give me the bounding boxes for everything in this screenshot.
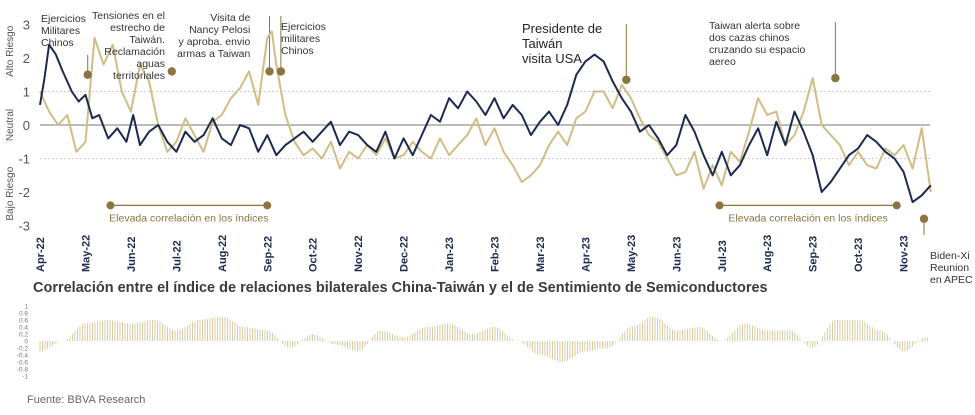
series-bilateral-relations (39, 43, 932, 204)
main-y-axis-labels: Alto Riesgo Neutral Bajo Riesgo (5, 25, 16, 220)
y-label-neutral: Neutral (5, 109, 16, 141)
correlation-range-markers: Elevada correlación en los índices Elevad… (106, 201, 901, 224)
main-x-axis-ticks: Apr-22 May-22 Jun-22 Jul-22 Aug-22 Sep-22 Oct-… (35, 235, 911, 272)
x-tick-label: Jan-23 (444, 237, 456, 272)
main-y-tick-label: 0 (23, 118, 30, 133)
correlation-y-tick-label: -0.8 (17, 367, 29, 374)
annotation-label: Presidente de Taiwán visita USA (522, 21, 603, 66)
annotation-label: Ejercicios militares Chinos (281, 21, 326, 57)
x-tick-label: Aug-23 (762, 235, 774, 272)
correlation-range-start-dot (715, 201, 724, 210)
annotation-label: Biden-Xi Reunion en APEC (930, 250, 973, 286)
annotation-label: Visita de Nancy Pelosi y aproba. envio a… (177, 12, 251, 60)
x-tick-label: Nov-23 (899, 235, 911, 272)
main-y-tick-label: -1 (18, 152, 30, 167)
main-y-tick-label: 1 (23, 85, 30, 100)
correlation-y-tick-label: 0.6 (19, 318, 28, 325)
annotation-label: Taiwan alerta sobre dos cazas chinos cru… (709, 20, 806, 68)
annotation-label: Tensiones en el estrecho de Taiwán. Recl… (92, 10, 165, 82)
main-y-axis-ticks: 3 2 1 0 -1 -2 -3 (18, 18, 30, 234)
annotation-marker-dot (265, 67, 274, 76)
correlation-y-tick-label: 1 (24, 304, 28, 311)
annotation-marker-dot (831, 73, 840, 83)
correlation-y-tick-label: 0 (24, 339, 28, 346)
annotation-marker-dot (276, 67, 286, 76)
bilateral-relations-line (39, 43, 932, 204)
y-label-high-risk: Alto Riesgo (5, 25, 16, 77)
correlation-y-tick-label: 0.4 (19, 325, 28, 332)
x-tick-label: Jun-22 (126, 237, 138, 272)
main-y-tick-label: 2 (23, 51, 30, 66)
correlation-y-axis-ticks: 10.80.60.40.20-0.2-0.4-0.6-0.8-1 (17, 304, 29, 381)
annotation-marker-dot (622, 75, 631, 84)
x-tick-label: Mar-23 (535, 237, 547, 272)
annotation-marker-dot (83, 70, 92, 79)
main-y-tick-label: 3 (23, 18, 30, 33)
x-tick-label: Sep-23 (808, 236, 820, 272)
correlation-y-tick-label: -0.6 (17, 360, 29, 367)
x-tick-label: Jul-22 (171, 240, 183, 272)
x-tick-label: May-22 (80, 235, 92, 272)
correlation-y-tick-label: 0.2 (19, 332, 28, 339)
x-tick-label: Oct-22 (308, 238, 320, 272)
correlation-chart-title: Correlación entre el índice de relacione… (33, 280, 768, 296)
annotation-label: Ejercicios Militares Chinos (41, 13, 86, 49)
x-tick-label: May-23 (626, 235, 638, 272)
correlation-y-tick-label: -1 (22, 374, 28, 381)
semiconductor-sentiment-line (39, 30, 932, 193)
x-tick-label: Aug-22 (217, 235, 229, 272)
correlation-range-end-dot (263, 201, 272, 210)
correlation-y-tick-label: -0.4 (17, 353, 29, 360)
correlation-range-start-dot (106, 201, 115, 210)
x-tick-label: Jul-23 (717, 240, 729, 272)
correlation-range-label: Elevada correlación en los índices (728, 212, 887, 224)
main-y-tick-label: -3 (18, 219, 30, 234)
x-tick-label: Feb-23 (490, 237, 502, 272)
x-tick-label: Apr-23 (580, 237, 592, 272)
x-tick-label: Oct-23 (853, 238, 865, 272)
correlation-range-end-dot (892, 201, 901, 210)
annotation-marker-dot (167, 67, 177, 76)
x-tick-label: Apr-22 (35, 237, 47, 272)
series-semiconductor-sentiment (39, 30, 932, 193)
correlation-range-label: Elevada correlación en los índices (109, 212, 268, 224)
annotation-marker-dot (919, 214, 929, 223)
correlation-y-tick-label: -0.2 (17, 346, 29, 353)
annotation-markers (83, 67, 929, 223)
correlation-y-tick-label: 0.8 (19, 311, 28, 318)
x-tick-label: Nov-22 (353, 235, 365, 272)
correlation-bars (39, 316, 928, 362)
x-tick-label: Sep-22 (262, 236, 274, 272)
y-label-low-risk: Bajo Riesgo (5, 166, 16, 220)
x-tick-label: Jun-23 (671, 237, 683, 272)
source-note: Fuente: BBVA Research (27, 394, 146, 406)
main-y-tick-label: -2 (18, 185, 30, 200)
x-tick-label: Dec-22 (399, 236, 411, 272)
